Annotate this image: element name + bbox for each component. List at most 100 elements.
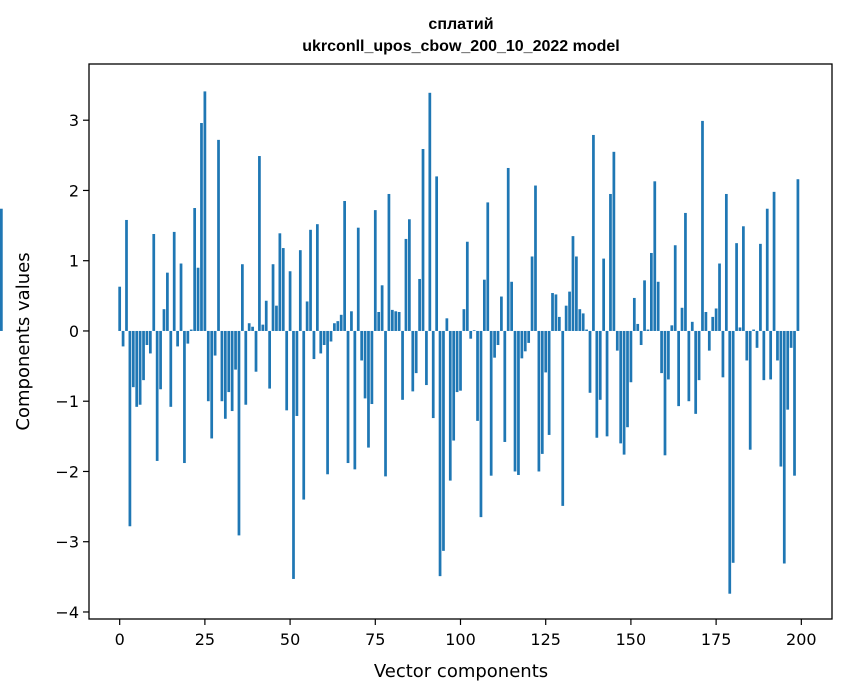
- bar-129: [557, 316, 561, 331]
- bar-139: [592, 134, 595, 331]
- bar-14: [166, 272, 169, 331]
- bar-62: [329, 330, 333, 342]
- bar-181: [735, 243, 738, 331]
- chart-title: сплатий: [428, 16, 493, 33]
- bar-88: [418, 278, 421, 331]
- bar-174: [711, 316, 715, 331]
- bar-33: [230, 330, 234, 412]
- bar-39: [251, 326, 254, 331]
- bar-111: [496, 330, 500, 346]
- bar-23: [196, 267, 200, 331]
- bar-58: [315, 224, 319, 331]
- bar-171: [701, 120, 704, 331]
- bar-63: [333, 323, 336, 331]
- bar-89: [421, 149, 425, 331]
- bar-113: [503, 330, 507, 442]
- bar-147: [619, 330, 623, 444]
- x-tick-label: 200: [786, 630, 817, 649]
- bar-53: [298, 250, 302, 331]
- bar-59: [319, 330, 323, 354]
- bar-99: [455, 330, 459, 393]
- bar-43: [264, 300, 268, 331]
- bar-65: [339, 314, 343, 331]
- bar-64: [336, 321, 340, 331]
- bar-90: [425, 330, 428, 386]
- bar-144: [609, 193, 612, 331]
- bar-132: [568, 291, 571, 331]
- bar-13: [162, 309, 166, 331]
- bar-20: [186, 330, 190, 344]
- bar-9: [148, 330, 152, 354]
- bar-158: [656, 281, 660, 331]
- bar-46: [275, 305, 278, 331]
- bar-10: [152, 234, 156, 331]
- x-tick-label: 150: [616, 630, 647, 649]
- bar-136: [581, 313, 585, 331]
- bar-12: [159, 330, 162, 390]
- bar-131: [564, 305, 568, 331]
- bar-160: [663, 330, 667, 456]
- bar-7: [142, 330, 145, 381]
- bar-78: [384, 330, 387, 477]
- bar-163: [673, 245, 677, 331]
- bar-107: [482, 279, 486, 331]
- y-tick-label: 2: [69, 181, 79, 200]
- bar-97: [448, 330, 452, 481]
- bar-112: [500, 296, 503, 331]
- bar-57: [312, 330, 316, 360]
- y-tick-label: 3: [69, 111, 79, 130]
- bar-84: [404, 238, 408, 331]
- x-tick-label: 25: [195, 630, 215, 649]
- bar-19: [183, 330, 186, 464]
- bar-38: [247, 323, 251, 331]
- bar-15: [169, 330, 173, 407]
- y-tick-label: −1: [55, 392, 79, 411]
- bar-76: [377, 311, 381, 331]
- bar-21: [189, 329, 193, 331]
- bar-162: [670, 325, 674, 331]
- y-tick-label: 1: [69, 252, 79, 271]
- bar-41: [258, 156, 261, 331]
- bar-0: [118, 286, 122, 331]
- bar-167: [687, 330, 691, 402]
- bar-102: [465, 241, 469, 331]
- bar-149: [626, 330, 629, 428]
- bar-123: [537, 330, 541, 472]
- bar-48: [281, 248, 285, 331]
- bar-32: [227, 330, 231, 393]
- bar-72: [363, 330, 367, 399]
- bar-134: [575, 256, 578, 331]
- bar-195: [782, 330, 786, 564]
- bar-159: [660, 330, 663, 374]
- bar-180: [731, 330, 735, 563]
- bar-8: [145, 330, 149, 346]
- bar-170: [697, 330, 701, 381]
- bar-71: [360, 330, 364, 361]
- bar-187: [755, 330, 759, 348]
- bar-184: [745, 330, 749, 361]
- bar-91: [428, 92, 432, 331]
- bar-55: [305, 301, 309, 331]
- bar-145: [612, 151, 616, 331]
- bar-101: [462, 309, 466, 331]
- bar-121: [530, 256, 534, 331]
- bar-94: [438, 330, 442, 577]
- bar-157: [653, 181, 657, 331]
- bar-146: [615, 330, 619, 351]
- bar-61: [326, 330, 329, 475]
- bar-183: [742, 226, 745, 331]
- bar-31: [223, 330, 227, 419]
- x-axis-ticks: 0 25 50 75 100 125 150 175 200: [115, 619, 817, 649]
- bar-177: [721, 330, 725, 378]
- bar-135: [578, 309, 582, 331]
- bar-18: [179, 263, 183, 331]
- x-tick-label: 0: [115, 630, 125, 649]
- bar-169: [694, 330, 698, 414]
- bar-143: [605, 330, 609, 437]
- bar-108: [486, 202, 490, 331]
- bar-56: [309, 229, 312, 331]
- bar-125: [544, 330, 548, 373]
- y-axis-ticks: −4 −3 −2 −1 0 1 2 3: [55, 111, 89, 622]
- bar-188: [759, 243, 762, 331]
- bar-189: [762, 330, 766, 381]
